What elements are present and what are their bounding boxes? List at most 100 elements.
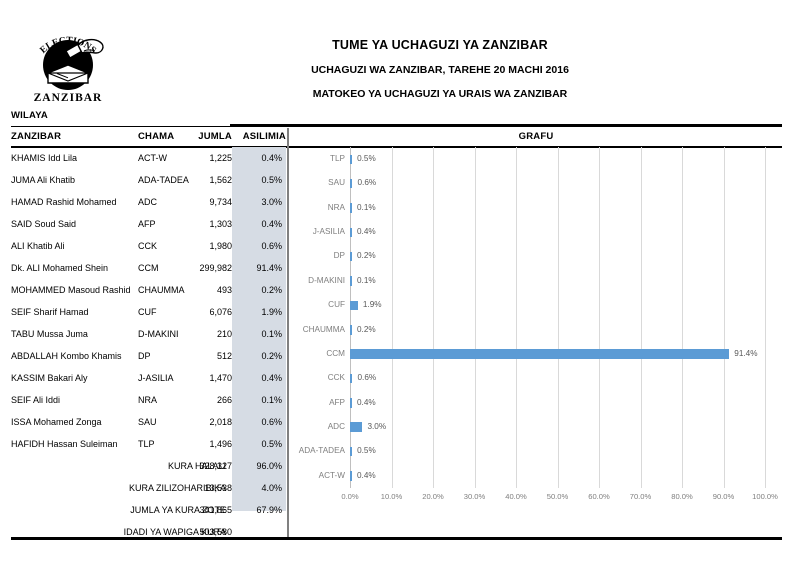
chart-bar[interactable] bbox=[350, 325, 352, 335]
chart-bar-value: 0.4% bbox=[357, 227, 376, 237]
chart-bar[interactable] bbox=[350, 349, 730, 359]
chart-bar-label: ADC bbox=[327, 421, 345, 431]
vote-total: 6,076 bbox=[209, 307, 232, 317]
chart-axis-line bbox=[350, 147, 352, 488]
candidate-name: MOHAMMED Masoud Rashid bbox=[11, 285, 131, 295]
divider-thick-top bbox=[230, 124, 782, 127]
table-row: JUMA Ali Khatib ADA-TADEA 1,562 0.5% bbox=[0, 169, 288, 191]
chart-bar-value: 0.2% bbox=[357, 324, 376, 334]
chart-bar[interactable] bbox=[350, 471, 352, 481]
chart-bar-value: 0.6% bbox=[357, 373, 377, 383]
page-subtitle-2: MATOKEO YA UCHAGUZI YA URAIS WA ZANZIBAR bbox=[312, 88, 568, 100]
chart-bar[interactable] bbox=[350, 276, 352, 286]
vote-total: 512 bbox=[216, 351, 232, 361]
candidate-name: Dk. ALI Mohamed Shein bbox=[11, 263, 109, 273]
vote-percent: 0.5% bbox=[261, 439, 282, 449]
table-row: HAMAD Rashid Mohamed ADC 9,734 3.0% bbox=[0, 191, 288, 213]
candidate-name: SEIF Sharif Hamad bbox=[11, 307, 89, 317]
chart-bar-row: CCM 91.4% bbox=[290, 342, 782, 366]
divider-header-bottom bbox=[11, 146, 782, 149]
chart-x-tick-label: 90.0% bbox=[712, 492, 735, 501]
chart-x-tick-label: 100.0% bbox=[752, 492, 778, 501]
chart-bar[interactable] bbox=[350, 203, 352, 213]
chart-gridline bbox=[723, 147, 725, 488]
party-code: CCK bbox=[138, 241, 158, 251]
summary-label: IDADI YA WAPIGA KURA bbox=[123, 527, 226, 537]
vote-total: 1,303 bbox=[209, 219, 232, 229]
summary-percent: 67.9% bbox=[256, 505, 282, 515]
chart-bar-value: 0.4% bbox=[357, 397, 376, 407]
summary-row: KURA ZILIZOHARIBIKA 13,538 4.0% bbox=[0, 477, 288, 499]
chart-bar[interactable] bbox=[350, 178, 353, 189]
column-header-total: JUMLA bbox=[198, 131, 232, 142]
party-code: NRA bbox=[138, 395, 158, 405]
summary-total: 13,538 bbox=[204, 483, 232, 493]
party-code: CCM bbox=[138, 263, 159, 273]
candidate-name: KHAMIS Idd Lila bbox=[11, 153, 78, 163]
chart-bar-label: CCM bbox=[326, 348, 345, 358]
chart-gridline bbox=[474, 147, 476, 488]
party-code: ADA-TADEA bbox=[138, 175, 189, 185]
vote-total: 1,980 bbox=[209, 241, 232, 251]
chart-bar[interactable] bbox=[350, 154, 353, 164]
candidate-name: ABDALLAH Kombo Khamis bbox=[11, 351, 122, 361]
percent-column-highlight bbox=[232, 147, 286, 511]
chart-bar[interactable] bbox=[350, 251, 352, 262]
chart-bar-row: AFP 0.4% bbox=[290, 391, 782, 415]
logo-bottom-text: ZANZIBAR bbox=[34, 92, 103, 104]
vote-percent: 0.6% bbox=[261, 241, 282, 251]
chart-bar[interactable] bbox=[350, 373, 353, 384]
chart-bar[interactable] bbox=[350, 227, 352, 238]
vote-percent: 0.4% bbox=[261, 153, 282, 163]
summary-label: JUMLA YA KURA ZOTE bbox=[130, 505, 226, 515]
chart-bar[interactable] bbox=[350, 422, 363, 432]
title-block: TUME YA UCHAGUZI YA ZANZIBAR UCHAGUZI WA… bbox=[180, 36, 700, 102]
chart-gridline bbox=[433, 147, 434, 488]
chart-x-tick-label: 60.0% bbox=[588, 492, 610, 501]
chart-bar-row: SAU 0.6% bbox=[290, 171, 782, 195]
chart-x-tick-label: 80.0% bbox=[671, 492, 693, 501]
column-header-percent: ASILIMIA bbox=[242, 131, 286, 142]
chart-x-tick-label: 50.0% bbox=[546, 492, 569, 501]
page-subtitle-1: UCHAGUZI WA ZANZIBAR, TAREHE 20 MACHI 20… bbox=[311, 64, 569, 76]
vote-total: 1,496 bbox=[209, 439, 232, 449]
chart-bar-label: AFP bbox=[329, 397, 345, 407]
chart-x-tick-label: 70.0% bbox=[629, 492, 652, 501]
region-label: WILAYA bbox=[11, 110, 48, 121]
summary-total: 328,327 bbox=[199, 461, 232, 471]
chart-bar-value: 91.4% bbox=[734, 348, 758, 358]
vote-percent: 3.0% bbox=[261, 197, 282, 207]
candidate-name: HAMAD Rashid Mohamed bbox=[11, 197, 117, 207]
chart-bar-label: DP bbox=[333, 251, 345, 261]
chart-bar-value: 0.6% bbox=[357, 178, 377, 188]
chart-bar[interactable] bbox=[350, 398, 352, 408]
vote-percent: 0.5% bbox=[261, 175, 282, 185]
column-header-chart: GRAFU bbox=[518, 131, 554, 142]
chart-bar-value: 0.5% bbox=[357, 154, 376, 163]
column-header-party: CHAMA bbox=[138, 131, 175, 142]
summary-row: KURA HALALI 328,327 96.0% bbox=[0, 455, 288, 477]
table-row: MOHAMMED Masoud Rashid CHAUMMA 493 0.2% bbox=[0, 279, 288, 301]
chart-bar[interactable] bbox=[350, 300, 358, 311]
chart-x-axis: 0.0% 10.0% 20.0% 30.0% 40.0% 50.0% 60.0% 70.0% 8… bbox=[290, 488, 782, 510]
chart-bar-label: ACT-W bbox=[318, 470, 345, 480]
chart-bar-label: D-MAKINI bbox=[308, 275, 345, 285]
summary-row: JUMLA YA KURA ZOTE 341,865 67.9% bbox=[0, 499, 288, 521]
chart-x-tick-label: 30.0% bbox=[463, 492, 486, 501]
vote-percent: 0.4% bbox=[261, 373, 282, 383]
summary-percent: 4.0% bbox=[261, 483, 282, 493]
page-header: ELECTIONS ZANZIBAR TUME YA UCHAGUZI YA Z… bbox=[0, 0, 800, 108]
chart-bar-label: TLP bbox=[329, 154, 345, 163]
summary-label: KURA ZILIZOHARIBIKA bbox=[128, 483, 226, 493]
chart-bar-row: ADA-TADEA 0.5% bbox=[290, 439, 782, 463]
chart-bar-value: 0.1% bbox=[357, 202, 376, 212]
chart-gridline bbox=[557, 147, 559, 488]
chart-bar[interactable] bbox=[350, 446, 353, 457]
chart-x-tick-label: 0.0% bbox=[341, 492, 359, 501]
table-row: SEIF Sharif Hamad CUF 6,076 1.9% bbox=[0, 301, 288, 323]
party-code: D-MAKINI bbox=[138, 329, 179, 339]
vote-total: 9,734 bbox=[209, 197, 232, 207]
table-row: KHAMIS Idd Lila ACT-W 1,225 0.4% bbox=[0, 147, 288, 169]
vote-percent: 0.1% bbox=[261, 395, 282, 405]
candidate-name: JUMA Ali Khatib bbox=[11, 175, 76, 185]
